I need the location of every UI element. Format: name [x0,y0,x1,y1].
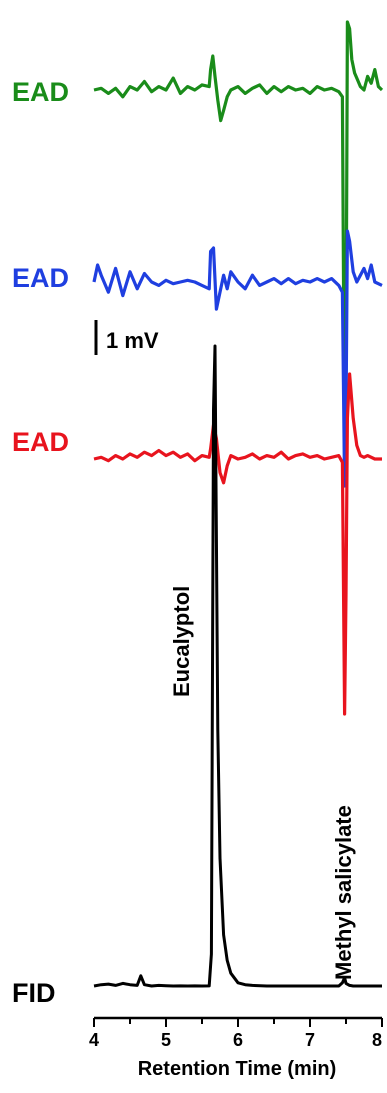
x-tick-label: 4 [89,1030,99,1050]
x-tick-label: 7 [305,1030,315,1050]
fid-label: FID [12,978,56,1008]
compound-label-eucalyptol: Eucalyptol [169,586,194,697]
ead-trace-top [93,20,384,466]
ead-label-bottom: EAD [12,427,69,457]
x-tick-label: 5 [161,1030,171,1050]
trace-layer [92,20,384,988]
ead-label-top: EAD [12,77,69,107]
ead-trace-bottom [93,372,382,716]
x-axis: 4 5 6 7 8 [89,1016,383,1050]
compound-label-methyl-salicylate: Methyl salicylate [331,805,356,980]
ead-label-middle: EAD [12,263,69,293]
fid-trace [93,344,382,988]
ead-trace-middle [92,229,383,488]
x-axis-label: Retention Time (min) [138,1058,337,1080]
scale-bar-label: 1 mV [106,328,159,353]
x-tick-label: 8 [372,1030,382,1050]
x-tick-label: 6 [233,1030,243,1050]
